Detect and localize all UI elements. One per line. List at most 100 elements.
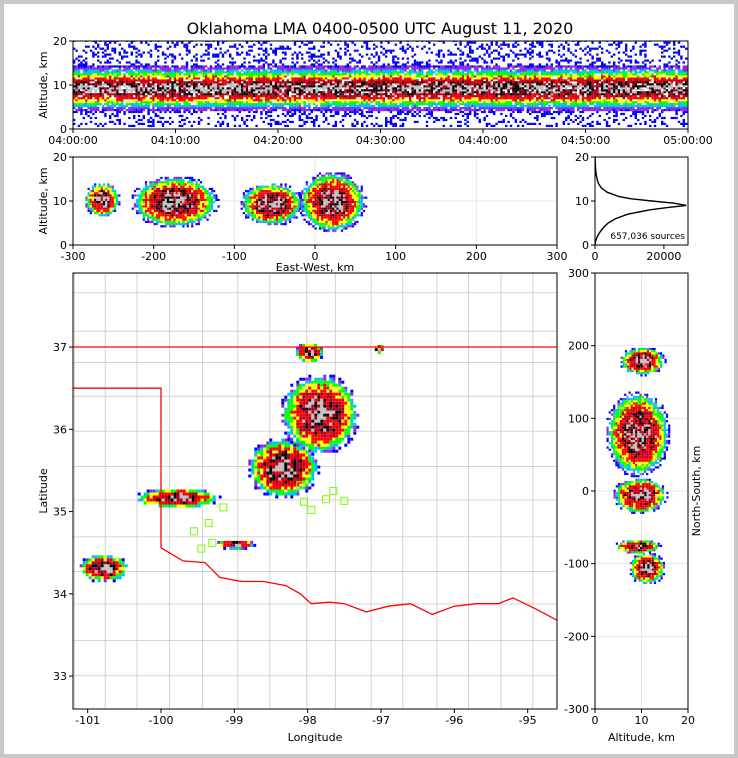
time-height-cell [169,107,172,110]
time-height-cell [466,43,469,46]
time-height-cell [161,101,165,104]
time-height-cell [495,75,498,78]
time-height-cell [176,91,179,94]
time-height-cell [219,51,222,54]
time-height-cell [423,81,426,84]
time-height-cell [236,93,239,96]
time-height-cell [310,77,313,80]
time-height-cell [404,103,407,106]
time-height-cell [293,71,297,74]
time-height-cell [409,79,412,82]
time-height-cell [85,81,88,84]
time-height-cell [361,73,364,76]
time-height-cell [195,99,198,102]
time-height-cell [183,95,186,98]
time-height-cell [341,107,345,110]
time-height-cell [481,43,484,46]
time-height-cell [536,89,539,92]
time-height-cell [327,79,330,82]
time-height-cell [358,109,361,112]
time-height-cell [469,77,472,80]
time-height-cell [514,118,517,122]
time-height-cell [277,69,280,72]
time-height-cell [87,99,90,102]
time-height-cell [267,73,270,76]
time-height-cell [238,65,241,68]
time-height-cell [315,71,318,74]
time-height-cell [373,47,376,50]
time-height-cell [229,95,232,98]
time-height-cell [202,67,205,70]
time-height-cell [97,87,100,90]
time-height-cell [171,59,174,62]
time-height-cell [212,89,215,92]
time-height-cell [195,81,198,84]
time-height-cell [157,91,160,94]
time-height-cell [423,75,426,78]
time-height-cell [325,116,328,120]
time-height-cell [257,95,261,98]
time-height-cell [322,109,325,112]
time-height-cell [514,107,517,110]
time-height-cell [224,114,227,118]
time-height-cell [512,75,515,78]
time-height-cell [497,57,501,60]
time-height-cell [284,91,287,94]
time-height-cell [397,89,400,92]
time-height-cell [356,85,359,88]
time-height-cell [495,41,498,44]
time-height-cell [229,97,232,100]
time-height-cell [377,59,381,62]
time-height-cell [217,89,220,92]
time-height-cell [80,112,83,116]
time-height-cell [406,81,409,84]
time-height-cell [267,122,270,125]
time-height-cell [303,43,306,46]
time-height-cell [293,103,297,106]
time-height-cell [152,71,155,74]
time-height-cell [382,103,385,106]
time-height-cell [154,95,157,98]
time-height-cell [75,83,78,86]
time-height-cell [104,89,107,92]
time-height-cell [298,110,301,114]
time-height-cell [423,101,426,104]
time-height-cell [387,65,390,68]
time-height-cell [202,93,205,96]
time-height-cell [469,55,472,58]
time-height-cell [154,93,157,96]
time-height-cell [476,75,479,78]
time-height-cell [231,95,234,98]
time-height-cell [80,85,83,88]
time-height-cell [291,69,294,72]
time-height-cell [118,107,121,110]
time-height-cell [200,55,203,58]
time-height-cell [356,122,359,125]
time-height-cell [454,83,457,86]
time-height-cell [135,75,138,78]
time-height-cell [238,81,241,84]
time-height-cell [373,89,376,92]
time-height-cell [317,85,321,88]
time-height-cell [365,69,369,72]
time-height-cell [298,118,301,122]
time-height-cell [349,69,352,72]
time-height-cell [416,91,419,94]
time-height-cell [169,71,172,74]
time-height-cell [353,109,357,112]
time-height-cell [73,83,76,86]
time-height-cell [116,59,119,62]
time-height-cell [248,95,251,98]
time-height-cell [320,65,323,68]
time-height-cell [411,85,414,88]
time-height-cell [106,99,109,102]
time-height-cell [351,59,354,62]
time-height-cell [370,81,373,84]
time-height-cell [502,91,505,94]
time-height-cell [145,73,148,76]
time-height-cell [380,93,383,96]
time-height-cell [452,99,455,102]
time-height-cell [178,71,181,74]
time-height-cell [325,103,328,106]
time-height-cell [171,91,174,94]
